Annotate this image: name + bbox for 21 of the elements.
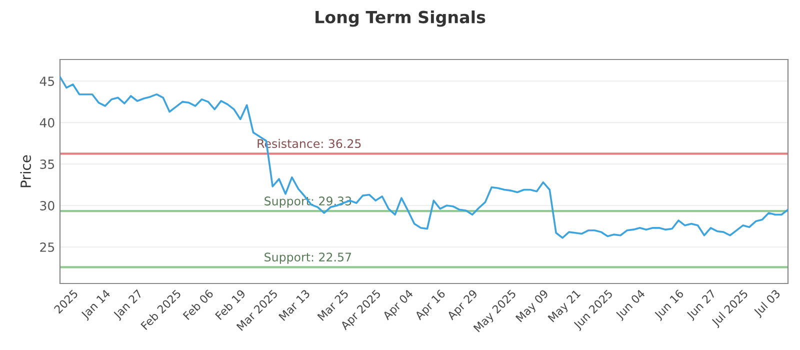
x-tick-label: Apr 04 xyxy=(382,288,416,322)
x-tick-label: Mar 25 xyxy=(317,289,349,321)
ref-line-label: Support: 22.57 xyxy=(264,252,352,264)
x-tick-label: Feb 06 xyxy=(182,288,214,320)
x-tick-label: Apr 29 xyxy=(446,289,480,322)
line-series xyxy=(60,76,788,239)
x-tick-label: Jan 27 xyxy=(112,289,144,321)
y-tick-label: 40 xyxy=(40,118,54,128)
x-tick-label: Apr 16 xyxy=(414,288,448,322)
x-tick-label: Jul 03 xyxy=(752,288,782,318)
x-tick-label: Jun 16 xyxy=(653,288,686,322)
x-tick-label: Feb 19 xyxy=(214,288,246,320)
x-tick-label: Jan 14 xyxy=(80,289,112,321)
y-tick-label: 25 xyxy=(40,242,54,252)
y-tick-label: 30 xyxy=(40,200,54,210)
x-tick-label: Mar 13 xyxy=(278,289,310,321)
y-tick-label: 35 xyxy=(40,160,54,169)
y-tick-label: 45 xyxy=(40,76,54,86)
x-tick-label: Jun 04 xyxy=(614,288,647,322)
y-axis-title: Price xyxy=(20,155,31,188)
chart-title: Long Term Signals xyxy=(316,10,486,27)
